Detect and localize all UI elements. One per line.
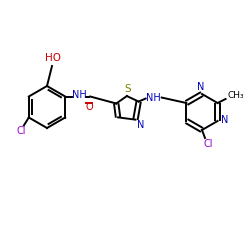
Text: N: N (221, 115, 228, 125)
Text: HO: HO (45, 53, 61, 63)
Text: N: N (197, 82, 205, 92)
Text: N: N (137, 120, 144, 130)
Text: Cl: Cl (203, 139, 213, 149)
Text: O: O (85, 102, 93, 113)
Text: S: S (124, 84, 131, 94)
Text: NH: NH (146, 92, 161, 102)
Text: Cl: Cl (16, 126, 26, 136)
Text: CH₃: CH₃ (227, 92, 244, 100)
Text: NH: NH (72, 90, 86, 101)
